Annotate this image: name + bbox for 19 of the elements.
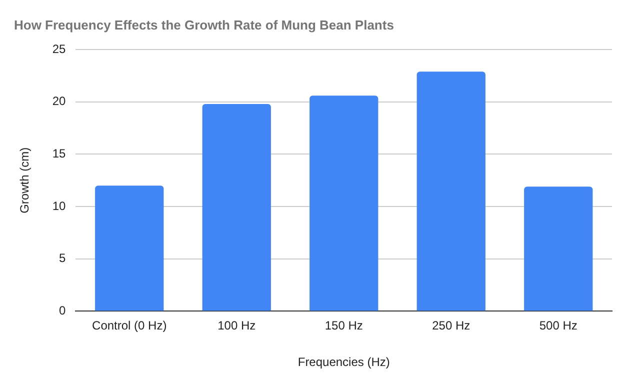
y-tick-label: 5: [59, 251, 66, 266]
x-axis-title: Frequencies (Hz): [298, 355, 390, 370]
bar: [310, 96, 378, 311]
y-axis-title: Growth (cm): [18, 147, 32, 214]
x-tick-label: Control (0 Hz): [92, 318, 167, 333]
x-tick-label: 150 Hz: [324, 318, 363, 333]
chart-title: How Frequency Effects the Growth Rate of Mung Bean Plants: [14, 17, 394, 32]
bar: [95, 186, 164, 311]
y-tick-label: 15: [52, 146, 66, 161]
x-tick-label: 500 Hz: [539, 318, 578, 333]
x-tick-label: 100 Hz: [218, 318, 256, 333]
x-tick-label: 250 Hz: [432, 318, 470, 333]
bar: [524, 186, 593, 311]
bar: [202, 104, 271, 311]
y-tick-label: 25: [52, 42, 66, 56]
y-tick-label: 10: [52, 198, 66, 213]
y-tick-label: 0: [59, 304, 66, 318]
y-tick-label: 20: [52, 94, 66, 108]
bar: [416, 72, 486, 311]
